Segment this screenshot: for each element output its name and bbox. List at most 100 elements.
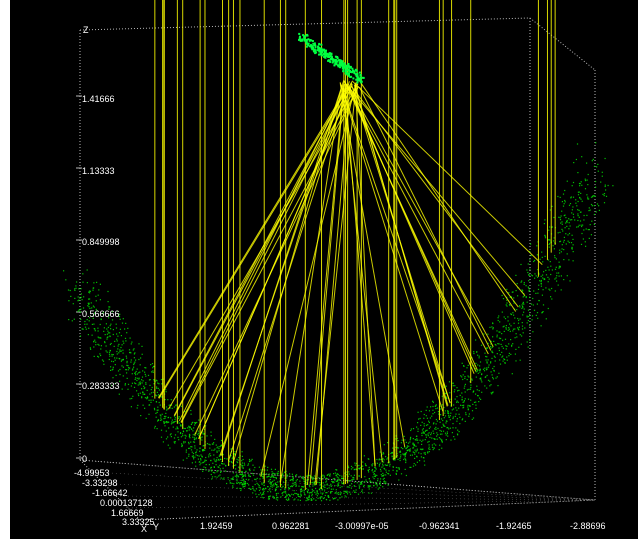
reflected-ray (341, 85, 383, 463)
cloud-point (146, 398, 148, 400)
cloud-point (229, 456, 231, 458)
emitter-point (339, 63, 342, 66)
cloud-point (268, 475, 270, 477)
cloud-point (368, 485, 370, 487)
cloud-point (312, 479, 314, 481)
cloud-point (190, 413, 192, 415)
cloud-point (262, 473, 264, 475)
cloud-point (144, 367, 146, 369)
cloud-point (204, 461, 206, 463)
cloud-point (582, 238, 584, 240)
cloud-point (449, 427, 451, 429)
cloud-point (450, 439, 452, 441)
cloud-point (101, 313, 103, 315)
emitter-point (313, 43, 316, 46)
emitter-point (318, 42, 321, 45)
cloud-point (507, 329, 509, 331)
cloud-point (316, 495, 318, 497)
cloud-point (97, 355, 99, 357)
cloud-point (92, 289, 94, 291)
cloud-point (287, 493, 289, 495)
cloud-point (449, 392, 451, 394)
cloud-point (447, 410, 449, 412)
cloud-point (368, 466, 370, 468)
cloud-point (286, 499, 288, 501)
cloud-point (448, 428, 450, 430)
3d-viewport[interactable]: Z X Y 1.41666 1.13333 0.849998 0.566666 … (10, 0, 638, 539)
cloud-point (571, 209, 573, 211)
cloud-point (467, 408, 469, 410)
cloud-point (148, 413, 150, 415)
cloud-point (409, 466, 411, 468)
cloud-point (544, 255, 546, 257)
cloud-point (292, 478, 294, 480)
cloud-point (517, 317, 519, 320)
cloud-point (363, 484, 365, 486)
cloud-point (279, 480, 281, 482)
z-tick-label: 0.566666 (82, 309, 120, 319)
cloud-point (421, 440, 423, 443)
cloud-point (102, 311, 104, 313)
cloud-point (354, 481, 356, 483)
cloud-point (538, 273, 540, 275)
cloud-point (291, 479, 293, 481)
cloud-point (220, 444, 222, 447)
cloud-point (416, 448, 418, 450)
bottom-tick-label: -1.92465 (496, 521, 532, 531)
cloud-point (252, 474, 255, 476)
cloud-point (398, 479, 400, 481)
cloud-point (211, 478, 213, 480)
cloud-point (150, 399, 152, 401)
cloud-point (448, 414, 450, 416)
cloud-point (180, 432, 182, 434)
cloud-point (553, 237, 555, 239)
cloud-point (122, 318, 124, 320)
cloud-point (203, 449, 205, 451)
cloud-point (417, 411, 419, 413)
cloud-point (528, 315, 530, 318)
cloud-point (567, 234, 569, 236)
cloud-point (429, 417, 431, 419)
cloud-point (284, 491, 286, 493)
cloud-point (354, 468, 356, 470)
cloud-point (313, 498, 315, 500)
reflected-ray (219, 87, 345, 456)
cloud-point (324, 489, 326, 491)
cloud-point (521, 280, 523, 282)
cloud-point (509, 330, 511, 332)
cloud-point (133, 366, 135, 368)
cloud-point (490, 371, 492, 373)
cloud-point (465, 412, 467, 414)
cloud-point (409, 448, 411, 450)
cloud-point (155, 394, 157, 396)
cloud-point (387, 472, 389, 475)
cloud-point (380, 474, 382, 476)
cloud-point (351, 483, 353, 485)
cloud-point (95, 344, 97, 346)
cloud-point (429, 436, 431, 438)
cloud-point (490, 347, 492, 349)
cloud-point (304, 483, 306, 485)
cloud-point (273, 496, 275, 498)
cloud-point (454, 385, 456, 387)
cloud-point (424, 464, 426, 466)
cloud-point (553, 216, 555, 219)
cloud-point (112, 333, 114, 336)
cloud-point (116, 333, 118, 335)
cloud-point (250, 488, 252, 490)
cloud-point (175, 404, 177, 406)
emitter-point (321, 51, 324, 53)
cloud-point (514, 317, 516, 319)
cloud-point (244, 474, 246, 476)
cloud-point (523, 282, 525, 284)
cloud-point (297, 493, 299, 495)
cloud-point (276, 484, 278, 486)
cloud-point (358, 487, 360, 489)
cloud-point (440, 408, 442, 410)
cloud-point (491, 351, 493, 353)
emitter-point (333, 64, 336, 67)
cloud-point (435, 426, 437, 428)
cloud-point (493, 340, 495, 342)
cloud-point (535, 275, 537, 277)
cloud-point (337, 492, 339, 494)
